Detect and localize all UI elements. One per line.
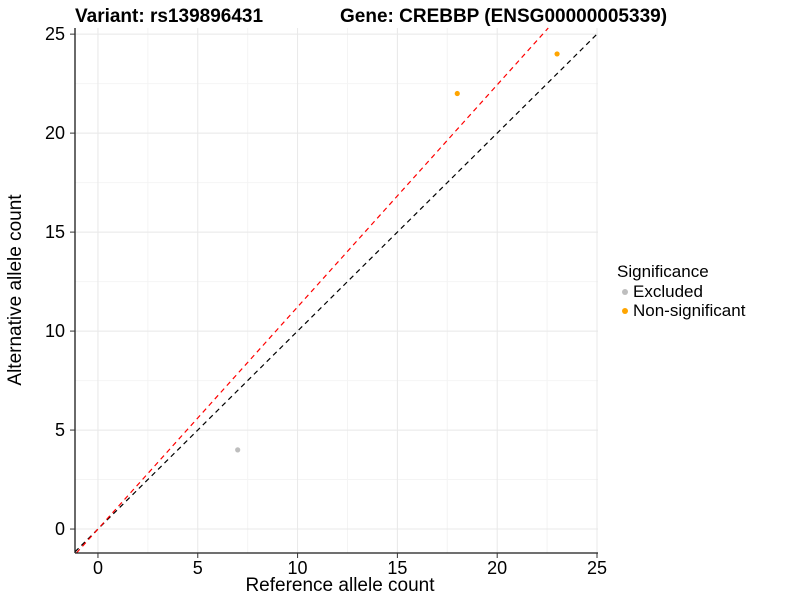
legend-swatch-icon (622, 307, 628, 314)
x-tick-label: 0 (93, 558, 103, 578)
legend-label: Excluded (633, 282, 703, 301)
y-tick-label: 15 (45, 222, 65, 242)
x-tick-label: 25 (587, 558, 607, 578)
legend-item: Non-significant (617, 301, 745, 320)
panel-background (75, 28, 598, 553)
legend: Significance Excluded Non-significant (617, 262, 745, 320)
x-tick-label: 20 (487, 558, 507, 578)
y-tick-label: 0 (55, 519, 65, 539)
y-tick-label: 5 (55, 420, 65, 440)
x-tick-label: 15 (387, 558, 407, 578)
legend-label: Non-significant (633, 301, 746, 320)
y-tick-label: 10 (45, 321, 65, 341)
x-tick-label: 5 (193, 558, 203, 578)
y-tick-label: 25 (45, 24, 65, 44)
legend-swatch-icon (622, 288, 628, 295)
variant-title: Variant: rs139896431 (75, 6, 264, 27)
legend-item: Excluded (617, 282, 745, 301)
data-point-non-significant (454, 90, 460, 97)
legend-title: Significance (617, 262, 709, 281)
data-point-non-significant (554, 51, 560, 57)
y-tick-label: 20 (45, 123, 65, 143)
data-point-excluded (235, 447, 241, 453)
gene-title: Gene: CREBBP (ENSG00000005339) (340, 6, 668, 27)
ratio-line (75, 27, 549, 554)
legend-items: Excluded Non-significant (617, 282, 745, 320)
y-axis-title: Alternative allele count (5, 194, 26, 386)
x-tick-label: 10 (288, 558, 308, 578)
identity-line (74, 32, 599, 553)
x-axis-title: Reference allele count (245, 575, 435, 596)
